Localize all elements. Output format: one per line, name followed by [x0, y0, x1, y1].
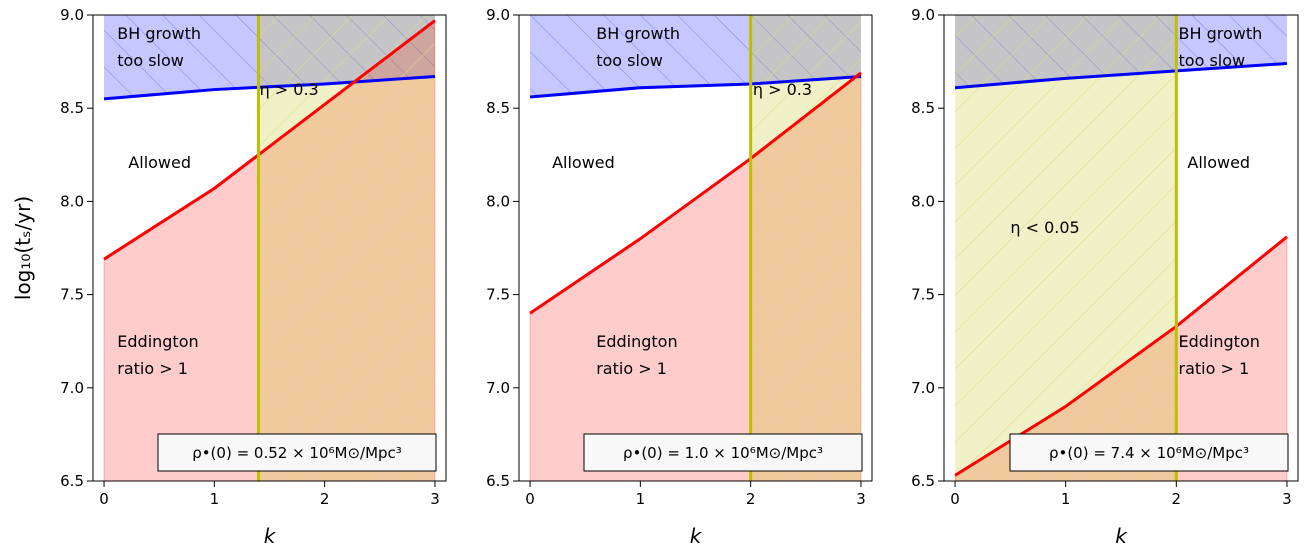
eta-region-hatch: [258, 15, 435, 481]
region-label: Eddington ratio > 1: [1179, 332, 1260, 378]
bh-growth-boundary-line: [103, 75, 436, 101]
region-label: Allowed: [128, 153, 191, 172]
panel-2: 0 1 2 3 6.5 7.0 7.5 8.0 8.5 9.0 k BH growth too slow…: [486, 6, 873, 548]
eta-label: η > 0.3: [260, 80, 319, 99]
x-tick-label: 3: [856, 490, 866, 508]
x-tick-label: 3: [1282, 490, 1292, 508]
region-label: Eddington ratio > 1: [117, 332, 198, 378]
x-tick-label: 2: [320, 490, 330, 508]
density-info-text: ρ•(0) = 7.4 × 10⁶M⊙/Mpc³: [1049, 444, 1249, 462]
density-info-box: [583, 433, 863, 472]
y-tick-label: 7.5: [911, 286, 935, 304]
y-tick-label: 6.5: [911, 472, 935, 490]
eddington-boundary-line: [529, 71, 862, 315]
y-tick-label: 9.0: [486, 6, 510, 24]
y-tick-label: 7.5: [486, 286, 510, 304]
region-label: BH growth too slow: [117, 24, 201, 70]
density-info-text: ρ•(0) = 1.0 × 10⁶M⊙/Mpc³: [623, 444, 823, 462]
axes-frame: [92, 14, 447, 482]
plot-area: [529, 15, 862, 481]
plot-area: [954, 15, 1288, 481]
region-label: BH growth too slow: [1179, 24, 1263, 70]
y-tick-label: 9.0: [911, 6, 935, 24]
axes-frame: [943, 14, 1299, 482]
y-tick-label: 6.5: [486, 472, 510, 490]
y-tick-label: 7.0: [486, 379, 510, 397]
x-tick-label: 1: [1061, 490, 1071, 508]
y-tick-label: 6.5: [60, 472, 84, 490]
x-tick-label: 1: [210, 490, 220, 508]
x-tick-label: 0: [950, 490, 960, 508]
eddington-boundary-line: [103, 19, 436, 261]
panel-3: 0 1 2 3 6.5 7.0 7.5 8.0 8.5 9.0 k BH growth too slow…: [911, 6, 1299, 548]
density-info-box: [1009, 433, 1289, 472]
axes-frame: [518, 14, 873, 482]
y-tick-label: 7.0: [911, 379, 935, 397]
y-tick-label: 8.0: [486, 192, 510, 210]
x-tick-label: 2: [1172, 490, 1182, 508]
x-tick-label: 1: [636, 490, 646, 508]
y-tick-label: 9.0: [60, 6, 84, 24]
region-label: BH growth too slow: [596, 24, 680, 70]
region-label: Eddington ratio > 1: [596, 332, 677, 378]
bh-growth-boundary-line: [954, 61, 1288, 90]
eta-label: η > 0.3: [753, 80, 812, 99]
y-axis-label: log₁₀(tₛ/yr): [11, 196, 35, 300]
y-tick-label: 7.5: [60, 286, 84, 304]
y-tick-label: 8.5: [486, 99, 510, 117]
plot-area: [103, 15, 436, 481]
y-tick-label: 8.5: [911, 99, 935, 117]
eta-region-hatch: [750, 15, 861, 481]
region-label: Allowed: [1187, 153, 1250, 172]
panel-1: 0 1 2 3 6.5 7.0 7.5 8.0 8.5 9.0 k BH growth too slow…: [60, 6, 447, 548]
region-label: Allowed: [552, 153, 615, 172]
x-axis-label: k: [1115, 524, 1128, 548]
bh-growth-boundary-line: [529, 75, 862, 99]
x-tick-label: 2: [746, 490, 756, 508]
eta-region-hatch: [955, 15, 1177, 481]
x-tick-label: 3: [430, 490, 440, 508]
x-axis-label: k: [690, 524, 703, 548]
y-tick-label: 8.0: [60, 192, 84, 210]
y-tick-label: 8.5: [60, 99, 84, 117]
x-tick-label: 0: [99, 490, 109, 508]
x-axis-label: k: [264, 524, 277, 548]
y-tick-label: 7.0: [60, 379, 84, 397]
eta-label: η < 0.05: [1010, 218, 1079, 237]
density-info-text: ρ•(0) = 0.52 × 10⁶M⊙/Mpc³: [192, 444, 402, 462]
y-tick-label: 8.0: [911, 192, 935, 210]
density-info-box: [157, 433, 437, 472]
x-tick-label: 0: [525, 490, 535, 508]
